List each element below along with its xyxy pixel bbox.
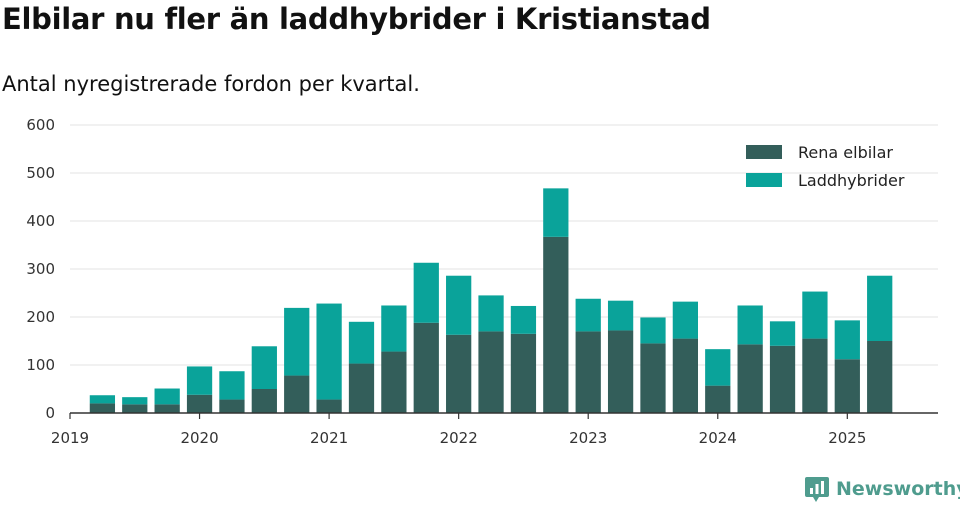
bar-rena-elbilar [89, 403, 116, 413]
bar-rena-elbilar [834, 359, 860, 413]
bar-rena-elbilar [219, 399, 245, 413]
bar-rena-elbilar [284, 375, 310, 413]
legend-swatch-laddhybrider [746, 173, 782, 187]
bar-laddhybrider [510, 305, 537, 334]
bar-laddhybrider [543, 188, 569, 237]
y-tick-label: 600 [26, 116, 55, 134]
bar-laddhybrider [348, 321, 375, 364]
bar-laddhybrider [284, 307, 310, 376]
y-tick-label: 400 [26, 212, 55, 230]
bar-rena-elbilar [122, 404, 148, 413]
bar-laddhybrider [640, 317, 666, 344]
bar-rena-elbilar [640, 343, 666, 413]
x-axis: 2019 2020 2021 2022 2023 2024 2025 [51, 412, 938, 447]
bar-rena-elbilar [478, 331, 504, 413]
x-tick-label: 2019 [51, 429, 89, 447]
bar-rena-elbilar [251, 389, 277, 413]
bar-laddhybrider [122, 397, 148, 405]
bar-laddhybrider [607, 300, 634, 331]
bar-laddhybrider [672, 301, 698, 339]
chart-subtitle: Antal nyregistrerade fordon per kvartal. [2, 72, 420, 96]
bar-laddhybrider [251, 346, 277, 389]
bar-laddhybrider [413, 262, 439, 323]
gridlines [70, 124, 938, 366]
bar-rena-elbilar [381, 351, 407, 413]
bar-laddhybrider [769, 321, 796, 346]
y-tick-label: 100 [26, 356, 55, 374]
legend-label-rena-elbilar: Rena elbilar [798, 143, 893, 162]
bar-rena-elbilar [154, 404, 180, 413]
y-tick-label: 500 [26, 164, 55, 182]
bar-rena-elbilar [802, 338, 828, 413]
brand-name: Newsworthy [836, 478, 960, 500]
x-tick-label: 2024 [699, 429, 737, 447]
newsworthy-logo: Newsworthy [804, 474, 960, 504]
bar-rena-elbilar [607, 330, 634, 413]
bar-laddhybrider [478, 295, 504, 332]
legend-swatch-rena-elbilar [746, 145, 782, 159]
bars [89, 188, 893, 413]
bar-laddhybrider [802, 291, 828, 339]
x-tick-label: 2025 [828, 429, 866, 447]
y-tick-label: 200 [26, 308, 55, 326]
bar-rena-elbilar [510, 333, 537, 413]
x-tick-label: 2022 [440, 429, 478, 447]
bar-rena-elbilar [769, 345, 796, 413]
bar-laddhybrider [737, 305, 763, 345]
bar-rena-elbilar [575, 331, 601, 413]
bar-rena-elbilar [705, 385, 731, 413]
bar-laddhybrider [834, 320, 860, 360]
x-tick-label: 2020 [180, 429, 218, 447]
legend-label-laddhybrider: Laddhybrider [798, 171, 905, 190]
bar-rena-elbilar [867, 341, 893, 413]
bar-rena-elbilar [737, 344, 763, 413]
y-axis-ticks: 0 100 200 300 400 500 600 [26, 116, 55, 422]
legend: Rena elbilar Laddhybrider [746, 143, 905, 190]
bar-laddhybrider [381, 305, 407, 352]
bar-laddhybrider [446, 275, 472, 335]
y-tick-label: 0 [45, 404, 55, 422]
chart-title: Elbilar nu fler än laddhybrider i Kristi… [2, 2, 711, 36]
bar-laddhybrider [89, 395, 116, 404]
bar-laddhybrider [867, 275, 893, 341]
bar-laddhybrider [705, 349, 731, 386]
stacked-bar-chart: 0 100 200 300 400 500 600 2019 2020 2021 2022 2023… [26, 116, 938, 447]
bar-laddhybrider [186, 366, 213, 395]
bar-rena-elbilar [446, 334, 472, 413]
bar-laddhybrider [219, 371, 245, 400]
bar-rena-elbilar [186, 394, 213, 413]
bar-laddhybrider [316, 303, 342, 400]
x-tick-label: 2023 [569, 429, 607, 447]
bar-rena-elbilar [413, 322, 439, 413]
newsworthy-chart-icon [805, 477, 829, 502]
bar-rena-elbilar [543, 236, 569, 413]
bar-rena-elbilar [672, 338, 698, 413]
x-tick-label: 2021 [310, 429, 348, 447]
bar-rena-elbilar [316, 399, 342, 413]
y-tick-label: 300 [26, 260, 55, 278]
bar-laddhybrider [154, 388, 180, 405]
bar-rena-elbilar [348, 363, 375, 413]
bar-laddhybrider [575, 298, 601, 332]
